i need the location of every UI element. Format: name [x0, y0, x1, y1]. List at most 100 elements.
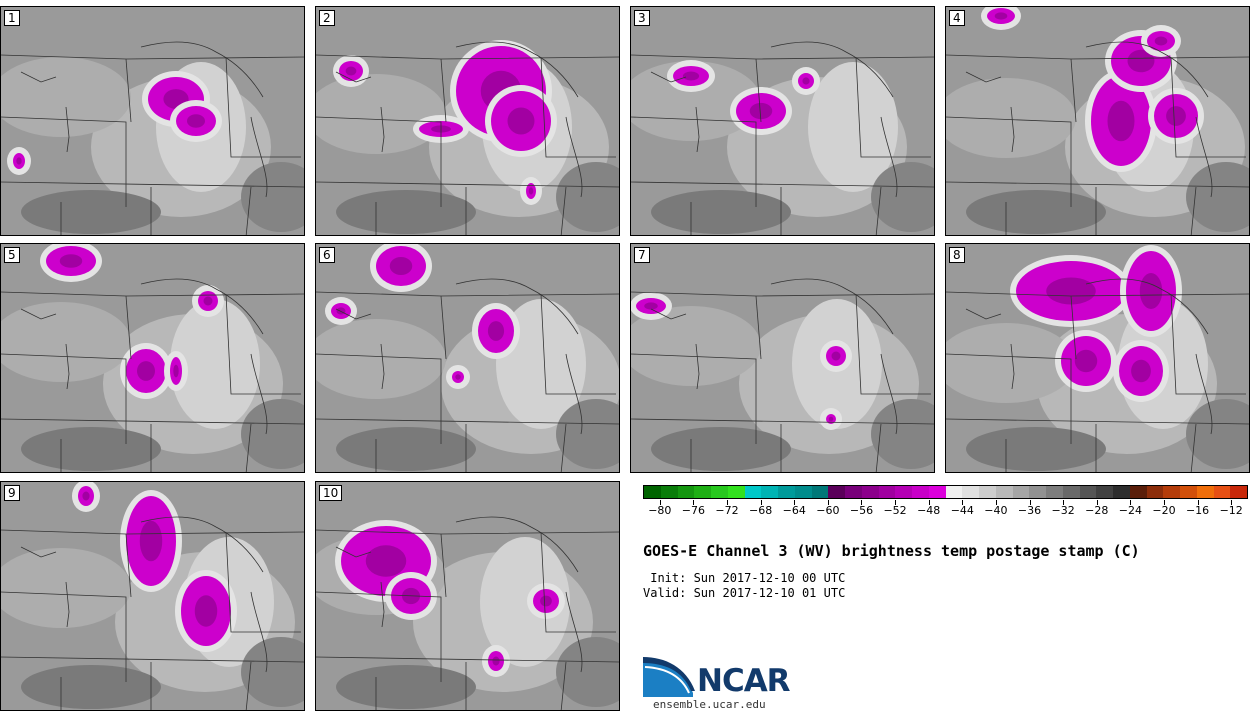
river-line — [65, 106, 70, 153]
cloud-dark-region — [336, 665, 476, 709]
river-line — [380, 106, 385, 153]
cold-cloud-core — [455, 374, 461, 380]
state-border-line — [946, 116, 1072, 207]
river-line — [20, 71, 57, 83]
state-border-line — [245, 661, 252, 710]
state-border-line — [225, 56, 301, 158]
panel-number: 1 — [4, 10, 20, 26]
colorbar-segment — [945, 486, 963, 498]
cold-cloud-core — [203, 296, 213, 306]
state-border-line — [440, 58, 447, 123]
cold-cloud-core — [1127, 49, 1155, 73]
wv-brightness-map — [316, 7, 619, 235]
lake-shoreline — [1195, 353, 1213, 435]
state-border-line — [225, 293, 301, 395]
state-border-line — [946, 418, 1249, 425]
cold-cloud-core — [1166, 106, 1186, 126]
cold-cloud-core — [345, 66, 357, 76]
cloud-light-region — [316, 319, 446, 399]
cloud-light-region — [1, 302, 131, 382]
cloud-dark-region — [241, 637, 304, 707]
cold-cloud-core — [507, 107, 535, 135]
lake-shoreline — [250, 353, 268, 435]
cold-cloud-core — [139, 520, 163, 562]
cloud-dark-region — [336, 190, 476, 234]
ncar-logo-icon — [643, 657, 695, 697]
state-border-line — [631, 418, 934, 425]
river-line — [65, 343, 70, 390]
cloud-dark-region — [966, 190, 1106, 234]
cold-cloud-core — [1107, 100, 1135, 142]
colorbar-tick — [1163, 500, 1165, 505]
lake-shoreline — [140, 516, 264, 573]
lake-shoreline — [770, 278, 894, 335]
state-border-line — [1190, 186, 1197, 235]
colorbar-tick — [827, 500, 829, 505]
colorbar-tick — [1063, 500, 1065, 505]
panel-number: 7 — [634, 247, 650, 263]
state-border-line — [540, 56, 616, 158]
colorbar-segment — [1163, 486, 1180, 498]
state-border-line — [540, 293, 616, 395]
colorbar-segment — [1213, 486, 1231, 498]
colorbar-segment — [1146, 486, 1164, 498]
colorbar-segment — [1062, 486, 1080, 498]
cold-cloud-core — [1046, 277, 1096, 305]
river-line — [380, 343, 385, 390]
colorbar-tick-label: −20 — [1152, 504, 1176, 517]
state-border-line — [631, 181, 934, 188]
cloud-dark-region — [1186, 162, 1249, 232]
colorbar-segment — [1012, 486, 1030, 498]
cold-cloud-core — [528, 187, 534, 195]
state-border-line — [755, 58, 762, 123]
cold-cloud-core — [194, 595, 218, 627]
stamp-panel-1: 1 — [0, 6, 305, 236]
state-border-line — [1070, 295, 1077, 360]
cloud-dark-region — [21, 190, 161, 234]
lake-shoreline — [1085, 41, 1209, 98]
colorbar-tick-label: −80 — [648, 504, 672, 517]
state-border-line — [316, 591, 442, 682]
colorbar-segment — [811, 486, 829, 498]
state-border-line — [1190, 423, 1197, 472]
lake-shoreline — [1195, 116, 1213, 198]
cloud-bright-region — [170, 299, 260, 429]
colorbar-segment — [727, 486, 745, 498]
cloud-dark-region — [556, 399, 619, 469]
cold-cloud-core — [1139, 273, 1163, 309]
state-border-line — [1, 353, 127, 444]
state-border-line — [125, 533, 132, 598]
state-border-line — [875, 423, 882, 472]
stamp-panel-10: 10 — [315, 481, 620, 711]
colorbar-segment — [828, 486, 845, 498]
stamp-panel-5: 5 — [0, 243, 305, 473]
colorbar-tick — [659, 500, 661, 505]
cold-cloud-core — [16, 157, 22, 165]
state-border-line — [946, 181, 1249, 188]
colorbar-segment — [845, 486, 862, 498]
colorbar-tick-label: −40 — [984, 504, 1008, 517]
cold-cloud-core — [682, 71, 700, 81]
state-border-line — [1, 116, 127, 207]
river-line — [1010, 343, 1015, 390]
colorbar-segment — [644, 486, 661, 498]
state-border-line — [1, 656, 304, 663]
colorbar-segment — [912, 486, 929, 498]
river-line — [20, 308, 57, 320]
river-line — [965, 71, 1002, 83]
cold-cloud-core — [82, 491, 90, 501]
website-link[interactable]: ensemble.ucar.edu — [653, 698, 766, 711]
colorbar-tick-label: −36 — [1017, 504, 1042, 517]
state-border-line — [316, 353, 442, 444]
river-line — [695, 343, 700, 390]
state-border-line — [245, 423, 252, 472]
cloud-light-region — [1, 57, 131, 137]
state-border-line — [855, 56, 931, 158]
cloud-dark-region — [241, 399, 304, 469]
state-border-line — [316, 181, 619, 188]
cloud-dark-region — [871, 162, 934, 232]
state-border-line — [855, 293, 931, 395]
colorbar-tick-label: −64 — [782, 504, 806, 517]
state-border-line — [875, 186, 882, 235]
wv-brightness-map — [946, 244, 1249, 472]
